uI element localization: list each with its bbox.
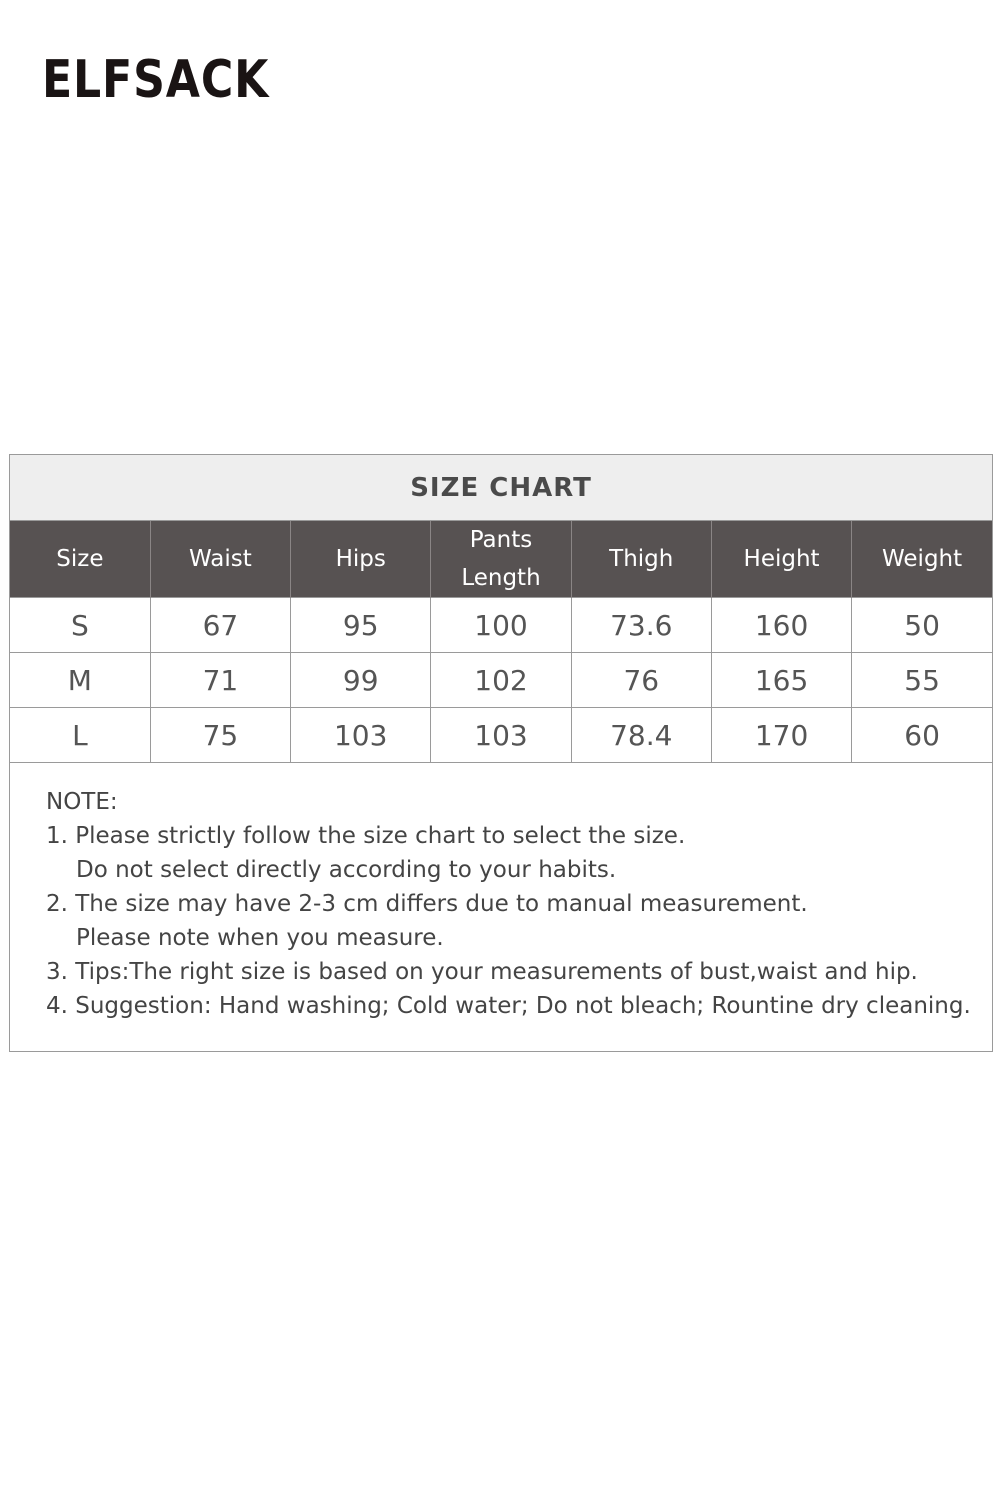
notes-heading: NOTE:	[46, 789, 118, 815]
table-cell: 95	[290, 597, 431, 653]
table-cell: 73.6	[570, 597, 712, 653]
table-cell: 165	[710, 652, 852, 708]
table-row: L 75 103 103 78.4 170 60	[10, 707, 992, 763]
header-pants-length: Pants Length	[430, 521, 572, 598]
header-size: Size	[10, 521, 151, 598]
table-cell: 75	[149, 707, 291, 763]
header-thigh: Thigh	[570, 521, 712, 598]
table-row: M 71 99 102 76 165 55	[10, 652, 992, 708]
table-cell: 71	[149, 652, 291, 708]
header-weight: Weight	[851, 521, 992, 598]
note-line: 3. Tips:The right size is based on your …	[46, 959, 918, 985]
table-cell: 99	[290, 652, 431, 708]
table-cell: 50	[851, 597, 992, 653]
note-line: 2. The size may have 2-3 cm differs due …	[46, 891, 808, 917]
table-cell: 76	[570, 652, 712, 708]
table-cell: L	[10, 707, 151, 763]
table-cell: 100	[430, 597, 572, 653]
header-waist: Waist	[149, 521, 291, 598]
table-cell: M	[10, 652, 151, 708]
note-line: 4. Suggestion: Hand washing; Cold water;…	[46, 993, 971, 1019]
table-cell: 160	[710, 597, 852, 653]
size-chart-title: SIZE CHART	[10, 455, 992, 521]
table-cell: S	[10, 597, 151, 653]
table-header-row: Size Waist Hips Pants Length Thigh Heigh…	[10, 521, 992, 598]
header-hips: Hips	[290, 521, 431, 598]
table-cell: 103	[430, 707, 572, 763]
note-line: 1. Please strictly follow the size chart…	[46, 823, 686, 849]
size-table: Size Waist Hips Pants Length Thigh Heigh…	[10, 521, 992, 763]
note-line: Do not select directly according to your…	[76, 857, 617, 883]
table-cell: 55	[851, 652, 992, 708]
notes-section: NOTE: 1. Please strictly follow the size…	[10, 763, 992, 1023]
table-row: S 67 95 100 73.6 160 50	[10, 597, 992, 653]
table-cell: 102	[430, 652, 572, 708]
table-cell: 103	[290, 707, 431, 763]
note-line: Please note when you measure.	[76, 925, 444, 951]
brand-logo: ELFSACK	[42, 50, 270, 110]
header-height: Height	[710, 521, 852, 598]
table-cell: 78.4	[570, 707, 712, 763]
table-cell: 67	[149, 597, 291, 653]
table-cell: 170	[710, 707, 852, 763]
table-cell: 60	[851, 707, 992, 763]
size-chart: SIZE CHART Size Waist Hips Pants Length …	[9, 454, 993, 1052]
